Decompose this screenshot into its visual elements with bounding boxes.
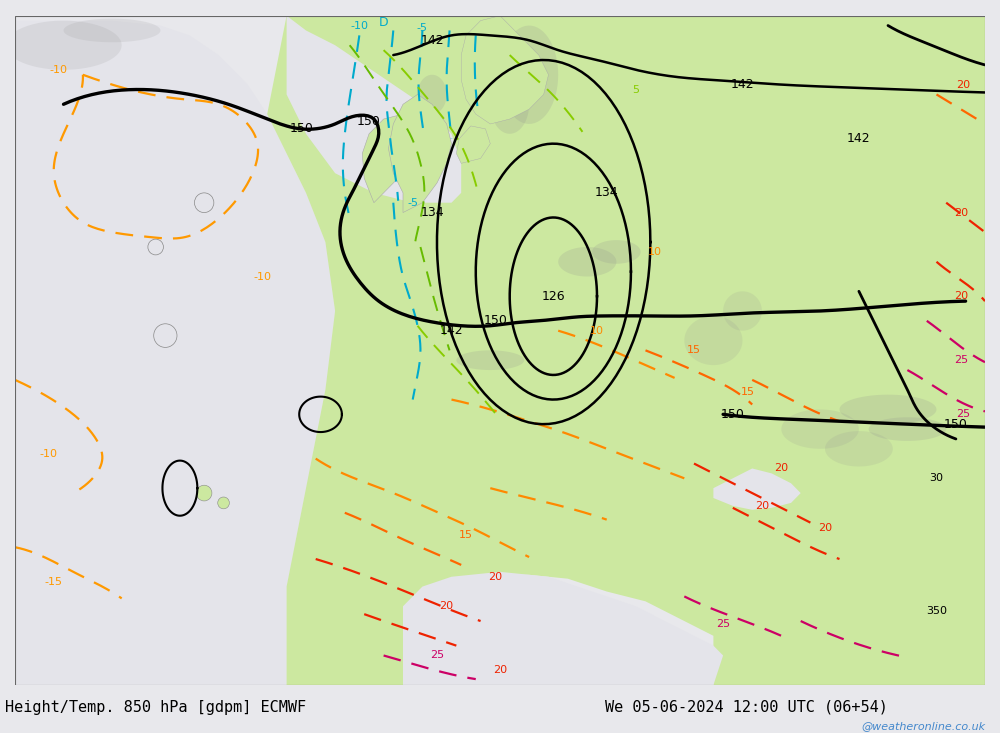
Text: 150: 150 (357, 116, 381, 128)
Text: D: D (379, 16, 388, 29)
Text: 25: 25 (430, 650, 444, 660)
Text: -5: -5 (407, 198, 418, 207)
Polygon shape (456, 126, 490, 163)
Text: Height/Temp. 850 hPa [gdpm] ECMWF: Height/Temp. 850 hPa [gdpm] ECMWF (5, 700, 306, 715)
Text: 20: 20 (440, 601, 454, 611)
Polygon shape (825, 431, 893, 466)
Polygon shape (64, 18, 160, 43)
Polygon shape (592, 240, 641, 264)
Text: 350: 350 (926, 606, 947, 616)
Text: 25: 25 (954, 356, 968, 365)
Text: 20: 20 (954, 291, 968, 301)
Text: We 05-06-2024 12:00 UTC (06+54): We 05-06-2024 12:00 UTC (06+54) (605, 700, 888, 715)
Polygon shape (840, 394, 936, 424)
Text: 20: 20 (957, 80, 971, 89)
Polygon shape (267, 15, 985, 685)
Text: 150: 150 (289, 122, 313, 136)
Polygon shape (15, 21, 335, 685)
Text: -5: -5 (417, 23, 428, 32)
Text: 20: 20 (818, 523, 832, 533)
Text: 150: 150 (944, 418, 968, 431)
Text: 30: 30 (930, 474, 944, 483)
Text: -10: -10 (40, 449, 58, 459)
Text: 20: 20 (493, 666, 507, 675)
Polygon shape (418, 75, 447, 114)
Polygon shape (781, 410, 859, 449)
Polygon shape (558, 247, 616, 276)
Text: 20: 20 (755, 501, 769, 511)
Text: 150: 150 (483, 314, 507, 328)
Circle shape (196, 485, 212, 501)
Polygon shape (5, 21, 122, 70)
Text: 134: 134 (420, 206, 444, 219)
Polygon shape (490, 75, 529, 134)
Text: -15: -15 (45, 577, 63, 586)
Text: 134: 134 (595, 186, 619, 199)
Text: 142: 142 (440, 324, 463, 337)
Text: 20: 20 (954, 207, 968, 218)
Text: 142: 142 (731, 78, 754, 91)
Polygon shape (869, 417, 946, 441)
Text: 10: 10 (648, 247, 662, 257)
Text: 142: 142 (847, 132, 871, 145)
Polygon shape (388, 95, 452, 213)
Polygon shape (723, 291, 762, 331)
Polygon shape (403, 572, 723, 685)
Text: 15: 15 (459, 531, 473, 540)
Text: -10: -10 (253, 271, 271, 281)
Polygon shape (362, 114, 422, 203)
Circle shape (218, 497, 229, 509)
Polygon shape (713, 468, 801, 510)
Polygon shape (456, 350, 524, 370)
Polygon shape (287, 15, 461, 203)
Text: @weatheronline.co.uk: @weatheronline.co.uk (861, 721, 985, 731)
Text: 5: 5 (632, 84, 639, 95)
Text: 25: 25 (957, 409, 971, 419)
Circle shape (194, 193, 214, 213)
Text: 15: 15 (740, 387, 754, 397)
Circle shape (154, 324, 177, 347)
Polygon shape (684, 316, 742, 365)
Polygon shape (461, 15, 548, 124)
Circle shape (148, 239, 163, 255)
Text: -10: -10 (350, 21, 368, 31)
Text: 150: 150 (721, 408, 745, 421)
Text: 20: 20 (488, 572, 502, 582)
Polygon shape (500, 26, 558, 124)
Text: 126: 126 (542, 290, 565, 303)
Text: 20: 20 (774, 463, 788, 474)
Text: 25: 25 (716, 619, 730, 629)
Text: -10: -10 (50, 65, 68, 75)
Text: 15: 15 (687, 345, 701, 356)
Text: 142: 142 (420, 34, 444, 47)
Text: 10: 10 (590, 325, 604, 336)
